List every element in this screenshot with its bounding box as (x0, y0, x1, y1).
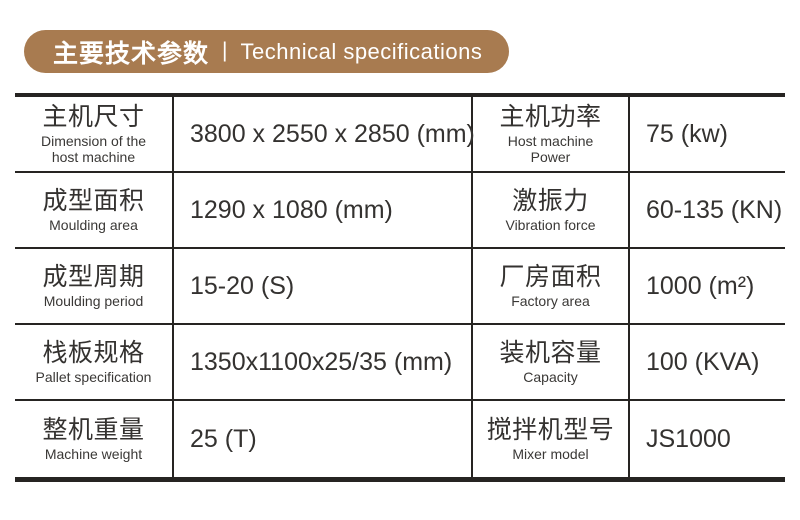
spec-label: 成型面积 Moulding area (15, 173, 174, 247)
table-row: 主机尺寸 Dimension of the host machine 3800 … (15, 97, 785, 173)
spec-label-zh: 激振力 (512, 186, 589, 215)
spec-value: 1350x1100x25/35 (mm) (174, 325, 473, 399)
spec-label-zh: 搅拌机型号 (486, 415, 615, 444)
spec-label-en: Mixer model (512, 446, 589, 463)
section-header: 主要技术参数 | Technical specifications (24, 30, 510, 73)
spec-label: 主机功率 Host machine Power (473, 97, 630, 171)
spec-label-zh: 整机重量 (42, 415, 145, 444)
spec-value: 3800 x 2550 x 2850 (mm) (174, 97, 475, 171)
spec-label: 搅拌机型号 Mixer model (473, 401, 630, 477)
spec-label-en: Pallet specification (35, 369, 152, 386)
spec-label-zh: 成型周期 (42, 262, 145, 291)
spec-value: 1000 (m²) (646, 271, 755, 300)
spec-label-en: Host machine Power (507, 133, 594, 166)
table-row: 整机重量 Machine weight 25 (T) 搅拌机型号 Mixer m… (15, 401, 785, 477)
spec-label: 装机容量 Capacity (473, 325, 630, 399)
spec-label: 整机重量 Machine weight (15, 401, 174, 477)
spec-label-en: Vibration force (505, 217, 596, 234)
spec-value: 60-135 (KN) (646, 195, 783, 224)
spec-value: 1290 x 1080 (mm) (174, 173, 473, 247)
spec-label-en: Factory area (511, 293, 590, 310)
spec-label: 激振力 Vibration force (473, 173, 630, 247)
table-row: 成型周期 Moulding period 15-20 (S) 厂房面积 Fact… (15, 249, 785, 325)
spec-value: JS1000 (646, 424, 731, 453)
spec-value: 25 (T) (174, 401, 473, 477)
spec-value: 100 (KVA) (646, 347, 760, 376)
spec-table: 主机尺寸 Dimension of the host machine 3800 … (15, 93, 785, 482)
spec-label-en: Machine weight (44, 446, 143, 463)
spec-label-zh: 栈板规格 (42, 338, 145, 367)
spec-label: 厂房面积 Factory area (473, 249, 630, 323)
section-title-en: Technical specifications (240, 38, 483, 64)
spec-value: 75 (kw) (646, 119, 728, 148)
spec-label-zh: 主机尺寸 (42, 102, 145, 131)
spec-label-en: Capacity (523, 369, 578, 386)
table-row: 栈板规格 Pallet specification 1350x1100x25/3… (15, 325, 785, 401)
spec-label-en: Moulding period (43, 293, 144, 310)
title-separator: | (222, 38, 228, 62)
spec-label: 成型周期 Moulding period (15, 249, 174, 323)
section-title-zh: 主要技术参数 (53, 39, 210, 68)
spec-label-zh: 成型面积 (42, 186, 145, 215)
spec-label-en: Moulding area (49, 217, 138, 234)
spec-value: 15-20 (S) (174, 249, 473, 323)
spec-label: 主机尺寸 Dimension of the host machine (15, 97, 174, 171)
spec-label: 栈板规格 Pallet specification (15, 325, 174, 399)
spec-label-en: Dimension of the host machine (40, 133, 147, 166)
table-row: 成型面积 Moulding area 1290 x 1080 (mm) 激振力 … (15, 173, 785, 249)
spec-label-zh: 厂房面积 (499, 262, 602, 291)
spec-label-zh: 装机容量 (499, 338, 602, 367)
spec-label-zh: 主机功率 (499, 102, 602, 131)
